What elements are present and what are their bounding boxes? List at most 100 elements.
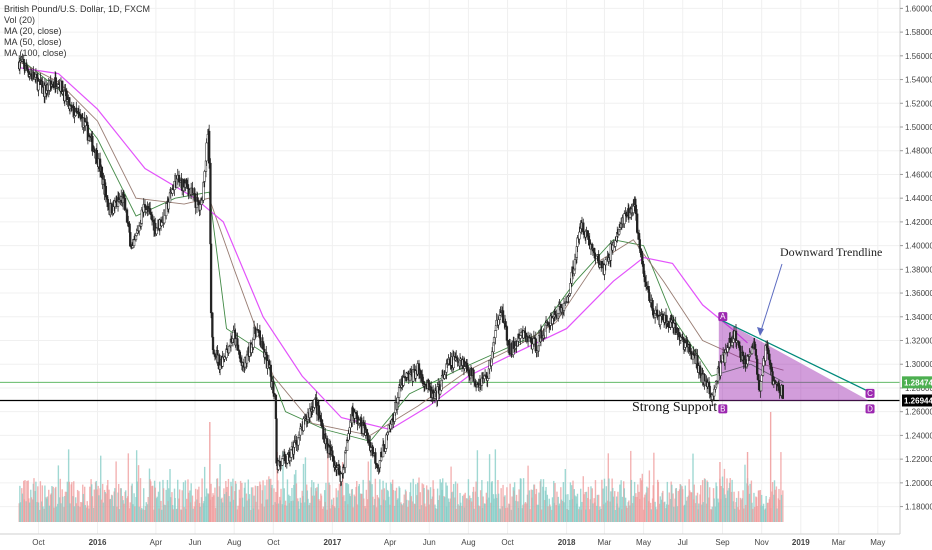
volume-bar <box>725 498 727 522</box>
volume-bar <box>214 508 217 522</box>
volume-bar <box>345 482 347 522</box>
volume-bar <box>259 484 262 522</box>
volume-bar <box>186 498 188 522</box>
price-tag-label: 1.26944 <box>904 396 932 405</box>
volume-bar <box>123 503 125 522</box>
volume-bar <box>277 503 280 522</box>
point-text: D <box>867 404 873 413</box>
volume-bar <box>412 478 414 522</box>
x-tick-label: Jun <box>423 538 436 547</box>
volume-bar <box>614 509 617 522</box>
candle-body <box>385 434 388 449</box>
volume-bar <box>603 478 606 522</box>
candle-body <box>698 365 702 375</box>
volume-bar <box>720 485 722 522</box>
volume-bar <box>237 505 239 522</box>
candle-body <box>25 65 29 70</box>
volume-bar <box>758 490 760 522</box>
volume-bar <box>719 462 721 522</box>
candle-body <box>582 231 586 235</box>
volume-bar <box>419 492 421 522</box>
candle-body <box>632 206 635 213</box>
volume-bar <box>75 503 78 522</box>
volume-bar <box>289 495 291 522</box>
volume-bar <box>569 482 572 522</box>
volume-bar <box>608 478 610 522</box>
volume-bar <box>742 508 745 522</box>
volume-bar <box>635 493 637 522</box>
volume-bar <box>352 507 354 522</box>
candle-body <box>729 337 732 343</box>
volume-bar <box>147 496 149 522</box>
y-tick-label: 1.44000 <box>905 194 932 203</box>
x-tick-label: Nov <box>755 538 769 547</box>
volume-bar <box>403 494 405 522</box>
volume-bar <box>408 500 410 522</box>
y-tick-label: 1.30000 <box>905 360 932 369</box>
volume-bar <box>650 509 652 522</box>
candle-body <box>769 362 772 370</box>
volume-bar <box>468 495 471 522</box>
candle-body <box>531 343 534 350</box>
x-tick-label: 2017 <box>323 538 341 547</box>
candle-body <box>639 248 642 252</box>
volume-bar <box>71 482 73 522</box>
volume-bar <box>60 503 62 522</box>
volume-bar <box>536 504 538 522</box>
volume-bar <box>338 483 341 522</box>
candle-body <box>344 451 347 468</box>
candle-body <box>149 212 152 215</box>
candle-body <box>486 378 489 381</box>
volume-bar <box>406 499 408 522</box>
candle-body <box>781 385 784 399</box>
price-tag-bg <box>902 376 932 389</box>
volume-bar <box>742 490 744 522</box>
candle-body <box>659 315 662 326</box>
volume-bar <box>716 486 718 522</box>
volume-bar <box>493 498 495 522</box>
volume-bar <box>437 499 439 522</box>
volume-bar <box>648 470 651 522</box>
volume-bar <box>137 465 140 522</box>
volume-bar <box>500 488 502 522</box>
volume-bar <box>178 489 181 522</box>
volume-bar <box>399 487 401 522</box>
candle-body <box>203 171 206 182</box>
candle-body <box>759 381 763 392</box>
volume-bar <box>726 490 729 522</box>
volume-bar <box>298 508 300 522</box>
volume-bar <box>700 485 702 522</box>
volume-bar <box>190 483 192 522</box>
candle-body <box>396 397 399 404</box>
volume-bar <box>358 484 361 522</box>
volume-bar <box>230 486 233 522</box>
point-marker <box>718 312 728 322</box>
candle-body <box>129 232 132 247</box>
volume-bar <box>778 499 781 522</box>
point-marker <box>865 404 875 414</box>
volume-bar <box>767 502 769 522</box>
volume-bar <box>605 486 608 522</box>
volume-bar <box>551 497 554 522</box>
candle-body <box>686 339 689 348</box>
candle-body <box>397 387 401 398</box>
volume-bar <box>286 479 289 522</box>
x-tick-label: Oct <box>32 538 45 547</box>
volume-bar <box>145 502 147 522</box>
volume-bar <box>329 484 331 522</box>
volume-bar <box>585 491 588 522</box>
volume-bar <box>522 478 525 522</box>
price-tag-bg <box>902 394 932 407</box>
candle-body <box>37 81 40 91</box>
candle-body <box>684 342 687 348</box>
volume-bar <box>698 503 700 522</box>
volume-bar <box>307 498 309 522</box>
volume-bar <box>252 487 254 522</box>
candle-body <box>578 231 581 240</box>
y-tick-label: 1.22000 <box>905 455 932 464</box>
candle-body <box>374 452 377 464</box>
volume-bar <box>753 506 756 522</box>
volume-bar <box>376 494 378 522</box>
volume-bar <box>425 485 428 522</box>
